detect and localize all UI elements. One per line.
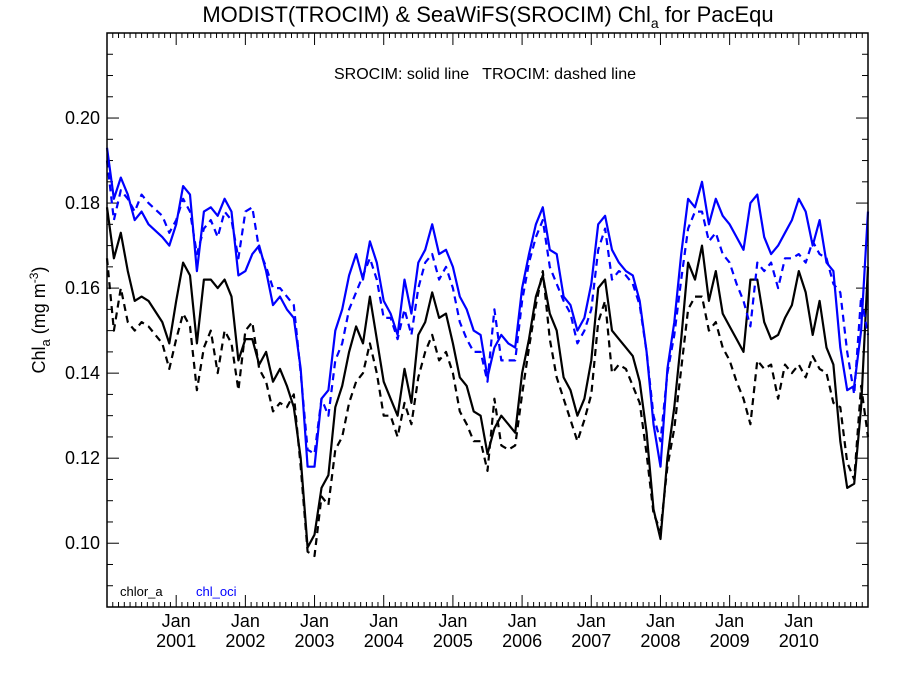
x-tick-label-month: Jan	[784, 611, 813, 631]
x-tick-label-month: Jan	[646, 611, 675, 631]
y-axis-label: Chla (mg m-3)	[27, 267, 53, 374]
y-tick-label: 0.14	[65, 363, 100, 383]
legend-entry: chlor_a	[120, 584, 163, 599]
series-line-chl-oci-trocim	[105, 160, 870, 455]
y-tick-label: 0.20	[65, 108, 100, 128]
x-tick-label-month: Jan	[231, 611, 260, 631]
y-tick-label: 0.10	[65, 533, 100, 553]
x-tick-label-year: 2003	[295, 631, 335, 651]
plot-frame	[106, 32, 869, 608]
x-tick-label-month: Jan	[369, 611, 398, 631]
series-line-chlor-a-srocim	[105, 207, 870, 549]
x-tick-label-year: 2007	[571, 631, 611, 651]
chart-title: MODIST(TROCIM) & SeaWiFS(SROCIM) Chla fo…	[202, 2, 773, 31]
series-line-chlor-a-trocim	[105, 258, 870, 558]
x-tick-label-year: 2008	[640, 631, 680, 651]
legend: chlor_a chl_oci	[120, 584, 237, 599]
x-tick-label-year: 2004	[364, 631, 404, 651]
axis-ticks: 0.100.120.140.160.180.20Jan2001Jan2002Ja…	[65, 32, 869, 651]
x-tick-label-month: Jan	[577, 611, 606, 631]
y-tick-label: 0.12	[65, 448, 100, 468]
x-tick-label-month: Jan	[508, 611, 537, 631]
x-tick-label-year: 2010	[779, 631, 819, 651]
series-lines	[105, 147, 870, 558]
y-tick-label: 0.18	[65, 193, 100, 213]
line-style-annotation: SROCIM: solid line TROCIM: dashed line	[334, 66, 636, 83]
series-line-chl-oci-srocim	[105, 147, 870, 468]
x-tick-label-month: Jan	[715, 611, 744, 631]
x-tick-label-year: 2002	[225, 631, 265, 651]
x-tick-label-year: 2009	[710, 631, 750, 651]
x-tick-label-month: Jan	[162, 611, 191, 631]
y-tick-label: 0.16	[65, 278, 100, 298]
x-tick-label-month: Jan	[300, 611, 329, 631]
x-tick-label-month: Jan	[438, 611, 467, 631]
x-tick-label-year: 2001	[156, 631, 196, 651]
legend-entry: chl_oci	[196, 584, 237, 599]
x-tick-label-year: 2005	[433, 631, 473, 651]
x-tick-label-year: 2006	[502, 631, 542, 651]
